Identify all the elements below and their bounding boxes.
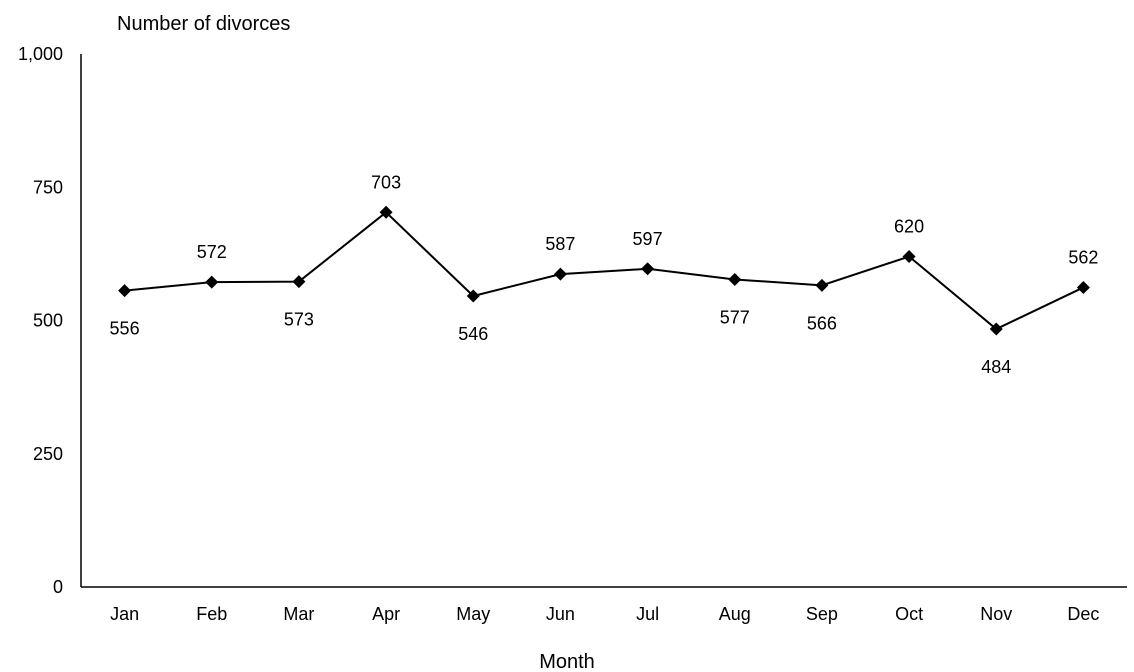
x-tick-label: Dec: [1067, 604, 1099, 624]
data-point: [641, 262, 655, 276]
data-point: [205, 275, 219, 289]
x-axis-ticks: Jan Feb Mar Apr May Jun Jul Aug Sep Oct Nov Dec: [110, 604, 1099, 624]
data-label: 562: [1068, 247, 1098, 267]
x-tick-label: Feb: [196, 604, 227, 624]
y-tick-label: 750: [33, 177, 63, 197]
data-labels: 556 572 573 703 546 587 597 577 566 620 484 562: [110, 172, 1099, 377]
series-layer: [118, 205, 1090, 336]
data-point: [728, 272, 742, 286]
y-axis-title: Number of divorces: [117, 13, 290, 35]
data-label: 556: [110, 319, 140, 339]
y-tick-label: 500: [33, 311, 63, 331]
data-label: 573: [284, 310, 314, 330]
data-label: 546: [458, 324, 488, 344]
x-axis-title: Month: [539, 651, 595, 672]
data-point: [292, 275, 306, 289]
x-tick-label: May: [456, 604, 490, 624]
x-tick-label: Apr: [372, 604, 400, 624]
data-point: [1076, 280, 1090, 294]
y-axis-ticks: 0 250 500 750 1,000: [18, 44, 63, 597]
data-point: [379, 205, 393, 219]
x-tick-label: Mar: [283, 604, 314, 624]
data-point: [815, 278, 829, 292]
data-label: 703: [371, 172, 401, 192]
x-tick-label: Nov: [980, 604, 1012, 624]
data-label: 577: [720, 307, 750, 327]
x-tick-label: Jun: [546, 604, 575, 624]
data-label: 572: [197, 242, 227, 262]
x-tick-label: Jul: [636, 604, 659, 624]
data-point: [902, 250, 916, 264]
data-label: 597: [633, 229, 663, 249]
data-point: [553, 267, 567, 281]
y-tick-label: 250: [33, 444, 63, 464]
data-label: 566: [807, 313, 837, 333]
data-point: [466, 289, 480, 303]
data-point: [989, 322, 1003, 336]
x-tick-label: Aug: [719, 604, 751, 624]
data-point: [118, 284, 132, 298]
y-tick-label: 0: [53, 577, 63, 597]
data-label: 587: [545, 234, 575, 254]
x-tick-label: Sep: [806, 604, 838, 624]
data-label: 620: [894, 217, 924, 237]
y-tick-label: 1,000: [18, 44, 63, 64]
x-tick-label: Jan: [110, 604, 139, 624]
x-tick-label: Oct: [895, 604, 923, 624]
series-line: [124, 210, 1084, 331]
data-label: 484: [981, 357, 1011, 377]
